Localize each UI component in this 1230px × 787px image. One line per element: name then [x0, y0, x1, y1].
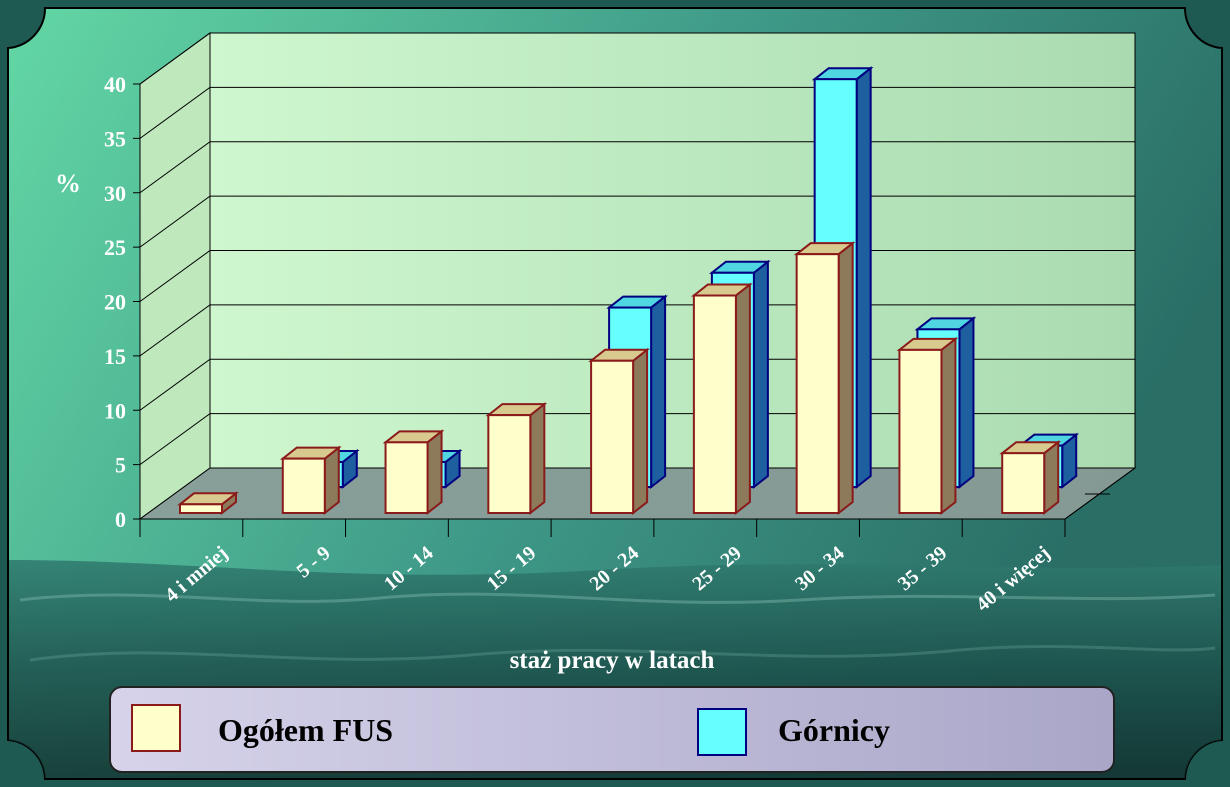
bar-ogolem-fus-25-29-side [734, 282, 751, 516]
bar-ogolem-fus-40-i-wiecej-side [1043, 440, 1060, 516]
bar-ogolem-fus-40-i-wiecej-front [1001, 452, 1046, 514]
bar-ogolem-fus-25-29-front [692, 294, 737, 514]
bar-ogolem-fus-35-39-front [898, 348, 943, 514]
bar-ogolem-fus-30-34-front [795, 253, 840, 515]
y-tick-label-35: 35 [104, 126, 126, 151]
bar-ogolem-fus-30-34 [793, 241, 856, 516]
legend-box [109, 686, 1115, 773]
bar-ogolem-fus-5-9-front [281, 457, 326, 514]
bar-ogolem-fus-30-34-side [837, 241, 854, 516]
bar-ogolem-fus-10-14 [382, 429, 445, 516]
bar-gornicy-20-24-side [650, 294, 667, 490]
y-tick-label-10: 10 [104, 398, 126, 423]
y-tick-label-5: 5 [115, 453, 126, 478]
x-axis-label: staż pracy w latach [510, 647, 715, 674]
bar-ogolem-fus-4-i-mniej [177, 491, 239, 516]
bar-gornicy-25-29-side [752, 259, 769, 490]
bar-gornicy-35-39-side [958, 316, 975, 490]
y-tick-label-40: 40 [104, 72, 126, 97]
legend-label-gornicy: Górnicy [778, 712, 890, 748]
y-axis-label: % [55, 169, 81, 198]
legend-label-ogolem-fus: Ogółem FUS [218, 712, 393, 748]
bar-ogolem-fus-15-19-front [487, 414, 532, 514]
bar-ogolem-fus-15-19 [485, 402, 548, 516]
bar-ogolem-fus-10-14-front [384, 441, 429, 514]
bar-ogolem-fus-20-24-side [632, 347, 649, 516]
legend: Ogółem FUS Górnicy [109, 686, 1115, 773]
bar-ogolem-fus-35-39-side [940, 336, 957, 516]
bar-ogolem-fus-4-i-mniej-front [179, 503, 223, 514]
y-tick-label-0: 0 [115, 507, 126, 532]
bar-ogolem-fus-10-14-side [426, 429, 443, 516]
bar-ogolem-fus-20-24-front [590, 359, 635, 514]
legend-swatch-gornicy [697, 708, 747, 756]
y-tick-label-30: 30 [104, 181, 126, 206]
bar-ogolem-fus-20-24 [588, 347, 651, 516]
bar-ogolem-fus-40-i-wiecej [999, 440, 1062, 516]
legend-swatch-ogolem-fus [131, 704, 181, 752]
bar-ogolem-fus-25-29 [690, 282, 753, 516]
gridline-40 [139, 32, 1135, 85]
bar-ogolem-fus-15-19-side [529, 402, 546, 516]
y-tick-label-20: 20 [104, 290, 126, 315]
bar-ogolem-fus-35-39 [896, 336, 959, 516]
bar-ogolem-fus-5-9 [279, 445, 342, 516]
bar-gornicy-30-34-side [855, 66, 872, 490]
y-tick-label-15: 15 [104, 344, 126, 369]
y-tick-label-25: 25 [104, 235, 126, 260]
